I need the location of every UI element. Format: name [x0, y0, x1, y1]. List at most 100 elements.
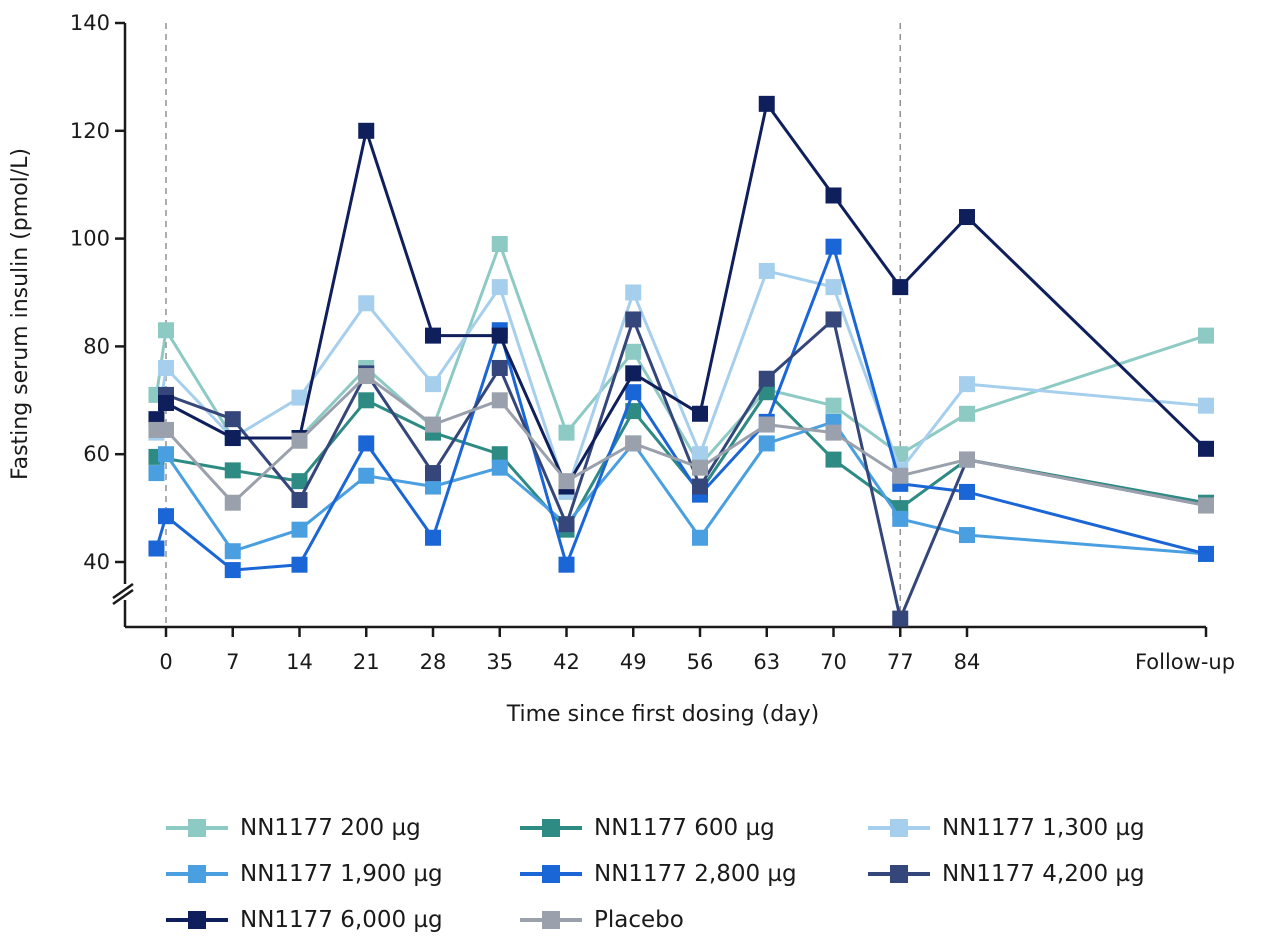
data-point-6-2: [224, 430, 241, 447]
data-point-2-11: [825, 279, 842, 296]
data-point-6-9: [692, 405, 708, 422]
data-point-2-6: [491, 279, 508, 296]
data-point-3-13: [959, 527, 975, 544]
x-tick-label-4: 28: [420, 650, 447, 674]
data-point-7-14: [1198, 497, 1214, 514]
x-tick-label-3: 21: [353, 650, 380, 674]
legend-item-6: NN1177 6,000 µg: [166, 900, 443, 940]
x-axis-title: Time since first dosing (day): [506, 702, 820, 727]
x-tick-label-0: 0: [159, 650, 172, 674]
x-tick-label-13: Follow-up: [1135, 650, 1235, 674]
data-point-3-10: [758, 435, 775, 452]
legend-label: NN1177 200 µg: [240, 815, 421, 841]
series-line-1: [156, 390, 1207, 532]
data-point-0-7: [558, 424, 575, 441]
data-point-7-11: [825, 424, 842, 441]
data-point-7-7: [558, 473, 575, 490]
data-point-1-3: [358, 392, 375, 409]
data-point-1-7: [625, 403, 642, 420]
legend-swatch: [520, 808, 582, 848]
legend-label: NN1177 600 µg: [594, 815, 775, 841]
data-point-3-3: [291, 521, 308, 538]
data-point-5-7: [625, 311, 642, 328]
data-point-3-6: [491, 459, 508, 476]
y-axis-break: [111, 582, 139, 606]
legend-item-3: NN1177 1,900 µg: [166, 854, 443, 894]
y-tick-label-120: 120: [70, 119, 110, 143]
y-tick-label-80: 80: [83, 334, 110, 358]
data-point-4-14: [1198, 545, 1214, 562]
series-7: [148, 368, 1214, 514]
axes: 40 60 80 100 120 140 0 7 14 21 28 35 42 49 56 63 70 77 84 F…: [70, 11, 1235, 674]
data-point-5-8: [692, 478, 708, 495]
data-point-4-5: [425, 529, 441, 546]
data-point-6-14: [1198, 440, 1214, 457]
data-point-6-11: [825, 187, 842, 204]
data-point-5-1: [224, 411, 241, 428]
data-point-3-1: [158, 446, 174, 463]
data-point-6-13: [959, 209, 975, 226]
data-point-0-6: [491, 235, 508, 252]
legend-label: NN1177 1,300 µg: [942, 815, 1145, 841]
data-point-2-5: [425, 376, 441, 393]
x-tick-label-2: 14: [286, 650, 313, 674]
data-point-2-14: [1198, 397, 1214, 414]
data-point-0-8: [625, 343, 642, 360]
data-point-4-7: [558, 556, 575, 573]
data-point-1-2: [291, 473, 308, 490]
legend-label: Placebo: [594, 907, 684, 933]
data-point-7-6: [491, 392, 508, 409]
data-point-3-2: [224, 543, 241, 560]
data-point-7-3: [291, 432, 308, 449]
y-tick-label-140: 140: [70, 11, 110, 35]
data-point-4-2: [224, 562, 241, 579]
data-point-1-9: [758, 384, 775, 401]
data-point-6-12: [892, 279, 909, 296]
y-axis-title: Fasting serum insulin (pmol/L): [8, 148, 33, 480]
data-point-7-5: [425, 416, 441, 433]
data-point-1-5: [491, 446, 508, 463]
data-point-7-9: [692, 459, 708, 476]
series-line-0: [155, 242, 1207, 467]
series-line-6: [155, 102, 1208, 488]
data-point-3-5: [425, 478, 441, 495]
data-point-6-1: [158, 394, 174, 411]
data-point-2-3: [291, 389, 308, 406]
data-point-7-2: [224, 494, 241, 511]
data-point-4-8: [625, 384, 642, 401]
legend-item-5: NN1177 4,200 µg: [868, 854, 1145, 894]
data-point-5-9: [758, 370, 775, 387]
x-tick-label-8: 56: [687, 650, 714, 674]
data-point-4-3: [291, 556, 308, 573]
data-point-1-10: [825, 451, 842, 468]
data-point-5-4: [425, 465, 441, 482]
legend-swatch: [868, 854, 930, 894]
data-point-7-8: [625, 435, 642, 452]
data-point-3-9: [692, 529, 708, 546]
legend-item-0: NN1177 200 µg: [166, 808, 421, 848]
data-point-0-1: [158, 322, 174, 339]
data-point-2-13: [959, 376, 975, 393]
series-line-2: [155, 269, 1207, 494]
data-point-2-4: [358, 295, 375, 312]
x-tick-label-12: 84: [954, 650, 981, 674]
legend-swatch: [166, 854, 228, 894]
data-point-6-8: [625, 365, 642, 382]
data-point-5-11: [892, 610, 909, 627]
legend-swatch: [166, 900, 228, 940]
data-point-7-12: [892, 467, 909, 484]
legend-label: NN1177 1,900 µg: [240, 861, 443, 887]
data-point-0-14: [1198, 327, 1214, 344]
data-point-2-9: [692, 446, 708, 463]
legend-swatch: [166, 808, 228, 848]
legend-label: NN1177 6,000 µg: [240, 907, 443, 933]
data-point-5-6: [558, 516, 575, 533]
legend-item-7: Placebo: [520, 900, 684, 940]
series-layer: [148, 95, 1214, 627]
y-tick-label-100: 100: [70, 227, 110, 251]
data-point-4-1: [158, 508, 174, 525]
legend-item-2: NN1177 1,300 µg: [868, 808, 1145, 848]
data-point-3-0: [148, 465, 165, 482]
legend-item-1: NN1177 600 µg: [520, 808, 775, 848]
series-line-5: [165, 317, 1207, 621]
